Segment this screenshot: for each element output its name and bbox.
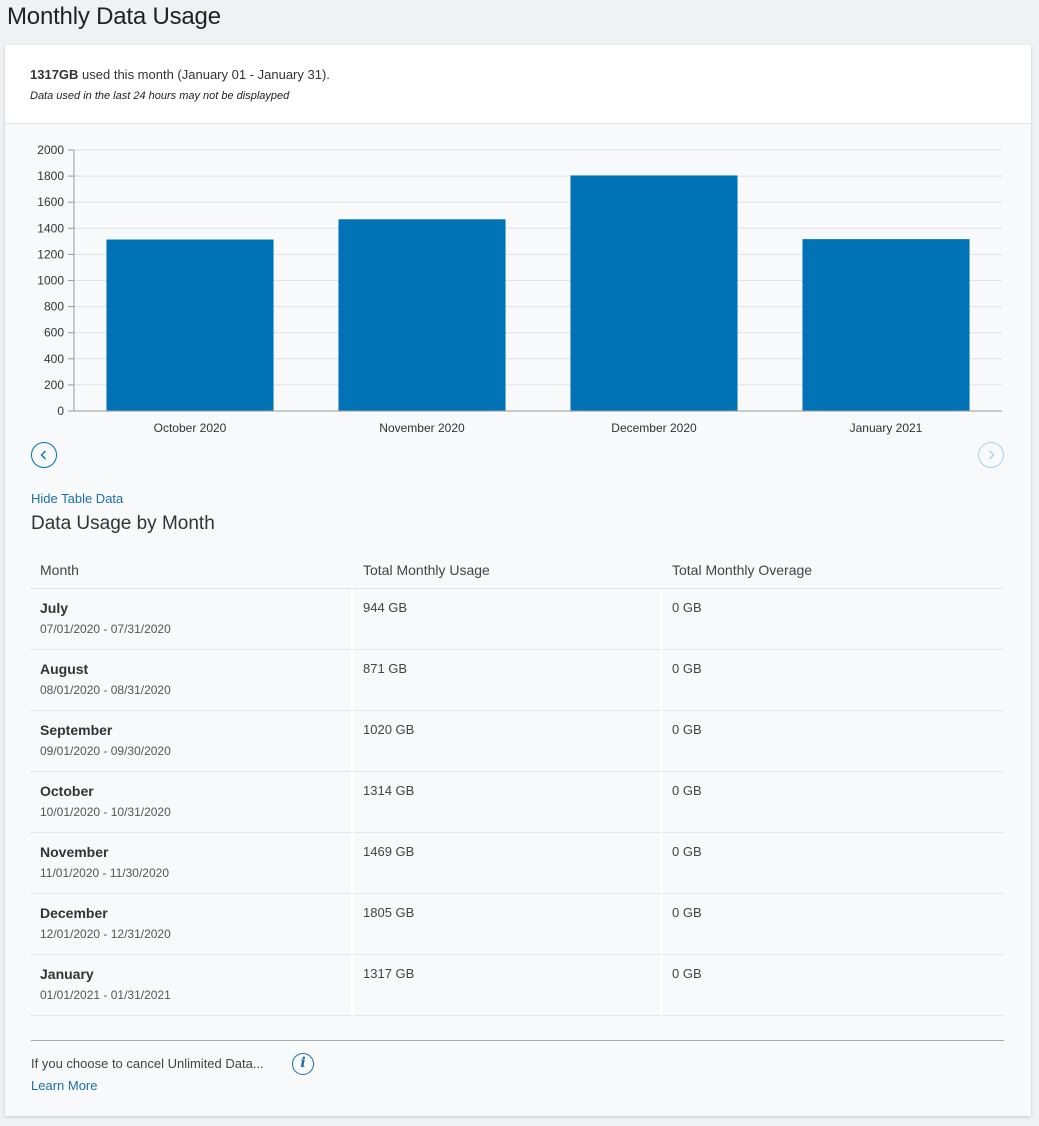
chart-bar[interactable]	[338, 219, 506, 411]
row-range: 11/01/2020 - 11/30/2020	[40, 866, 169, 880]
row-month: December	[40, 905, 108, 921]
row-usage: 1317 GB	[354, 955, 663, 1016]
row-month: September	[40, 722, 113, 738]
row-overage: 0 GB	[663, 650, 1004, 711]
chart-y-tick-label: 2000	[37, 143, 64, 157]
table-row: August 08/01/2020 - 08/31/2020 871 GB 0 G…	[31, 650, 1004, 711]
usage-period-text: used this month (January 01 - January 31…	[78, 67, 330, 82]
chart-x-tick-label: October 2020	[154, 421, 227, 435]
chart-prev-button[interactable]	[31, 442, 57, 468]
chart-bar[interactable]	[802, 239, 970, 411]
row-month: January	[40, 966, 94, 982]
row-range: 08/01/2020 - 08/31/2020	[40, 683, 171, 697]
hide-table-data-link[interactable]: Hide Table Data	[31, 491, 124, 506]
row-month: October	[40, 783, 94, 799]
chart-y-tick-label: 600	[44, 326, 64, 340]
row-overage: 0 GB	[663, 711, 1004, 772]
row-usage: 1020 GB	[354, 711, 663, 772]
chart-next-button[interactable]	[978, 442, 1004, 468]
chart-y-ticks: 0 200 400 600 800 1000 1200 1400 1600 1800 2000	[37, 143, 75, 418]
chart-x-tick-label: December 2020	[611, 421, 697, 435]
row-overage: 0 GB	[663, 833, 1004, 894]
usage-summary: 1317GB used this month (January 01 - Jan…	[5, 45, 1031, 124]
row-overage: 0 GB	[663, 589, 1004, 650]
chart-y-tick-label: 1000	[37, 274, 64, 288]
chart-y-tick-label: 800	[44, 300, 64, 314]
row-usage: 1469 GB	[354, 833, 663, 894]
usage-card: 1317GB used this month (January 01 - Jan…	[5, 45, 1031, 1116]
chart-y-tick-label: 1200	[37, 247, 64, 261]
chart-bar[interactable]	[106, 239, 274, 411]
row-month: November	[40, 844, 109, 860]
chart-y-tick-label: 1600	[37, 195, 64, 209]
table-row: December 12/01/2020 - 12/31/2020 1805 GB …	[31, 894, 1004, 955]
footer-divider	[31, 1040, 1004, 1041]
row-usage: 1805 GB	[354, 894, 663, 955]
usage-amount: 1317GB	[30, 67, 79, 82]
chart-bar[interactable]	[570, 175, 738, 411]
row-usage: 1314 GB	[354, 772, 663, 833]
header-total-overage: Total Monthly Overage	[663, 551, 1004, 589]
row-overage: 0 GB	[663, 894, 1004, 955]
row-range: 07/01/2020 - 07/31/2020	[40, 622, 171, 636]
table-row: July 07/01/2020 - 07/31/2020 944 GB 0 GB	[31, 589, 1004, 650]
header-total-usage: Total Monthly Usage	[354, 551, 663, 589]
chart-y-tick-label: 0	[57, 404, 64, 418]
table-header-row: Month Total Monthly Usage Total Monthly …	[31, 551, 1004, 589]
chart-y-tick-label: 200	[44, 378, 64, 392]
table-row: November 11/01/2020 - 11/30/2020 1469 GB …	[31, 833, 1004, 894]
chart-x-tick-label: November 2020	[379, 421, 465, 435]
learn-more-link[interactable]: Learn More	[31, 1078, 98, 1093]
row-overage: 0 GB	[663, 772, 1004, 833]
header-month: Month	[31, 551, 354, 589]
row-range: 10/01/2020 - 10/31/2020	[40, 805, 171, 819]
table-row: January 01/01/2021 - 01/31/2021 1317 GB 0…	[31, 955, 1004, 1016]
chart-y-tick-label: 1400	[37, 221, 64, 235]
chevron-right-icon	[989, 450, 995, 460]
usage-bar-chart: 0 200 400 600 800 1000 1200 1400 1600 1800 2000 Oc…	[37, 143, 1002, 435]
info-icon[interactable]: i	[292, 1053, 314, 1075]
table-title: Data Usage by Month	[31, 513, 215, 534]
row-usage: 944 GB	[354, 589, 663, 650]
row-overage: 0 GB	[663, 955, 1004, 1016]
chart-y-tick-label: 400	[44, 352, 64, 366]
usage-summary-line: 1317GB used this month (January 01 - Jan…	[30, 67, 330, 82]
usage-note: Data used in the last 24 hours may not b…	[30, 90, 290, 102]
table-row: September 09/01/2020 - 09/30/2020 1020 GB…	[31, 711, 1004, 772]
row-range: 09/01/2020 - 09/30/2020	[40, 744, 171, 758]
chart-y-tick-label: 1800	[37, 169, 64, 183]
row-month: July	[40, 600, 69, 616]
row-usage: 871 GB	[354, 650, 663, 711]
row-month: August	[40, 661, 89, 677]
page-title: Monthly Data Usage	[7, 3, 221, 30]
row-range: 01/01/2021 - 01/31/2021	[40, 988, 171, 1002]
chevron-left-icon	[40, 450, 46, 460]
usage-table: Month Total Monthly Usage Total Monthly …	[31, 551, 1004, 1016]
row-range: 12/01/2020 - 12/31/2020	[40, 927, 171, 941]
usage-chart: 0 200 400 600 800 1000 1200 1400 1600 1800 2000 Oc…	[5, 124, 1031, 484]
chart-x-tick-label: January 2021	[850, 421, 923, 435]
chart-bars	[106, 175, 970, 411]
chart-x-ticks: October 2020 November 2020 December 2020 Ja…	[74, 410, 1002, 435]
cancel-unlimited-text: If you choose to cancel Unlimited Data..…	[31, 1056, 264, 1071]
table-row: October 10/01/2020 - 10/31/2020 1314 GB 0…	[31, 772, 1004, 833]
